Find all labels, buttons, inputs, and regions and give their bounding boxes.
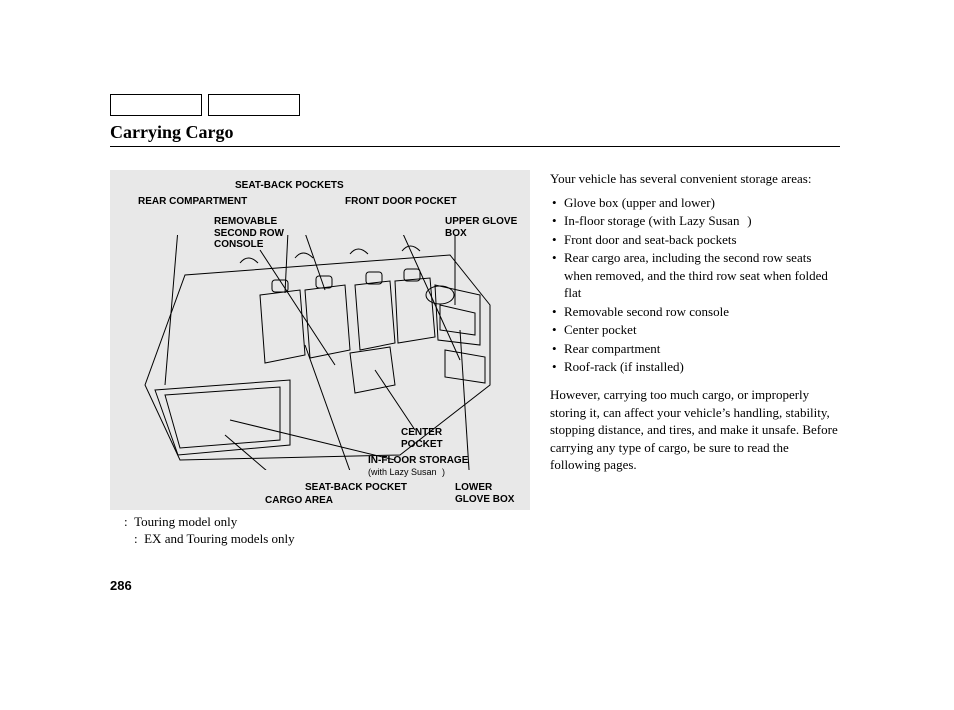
storage-bullet-list: Glove box (upper and lower) In-floor sto… xyxy=(550,194,840,376)
cargo-diagram: SEAT-BACK POCKETS REAR COMPARTMENT FRONT… xyxy=(110,170,530,510)
label-front-door-pocket: FRONT DOOR POCKET xyxy=(345,196,457,208)
intro-text: Your vehicle has several convenient stor… xyxy=(550,170,840,188)
caption-line-1: : Touring model only xyxy=(110,514,530,531)
label-cargo-area: CARGO AREA xyxy=(265,495,333,507)
page-number: 286 xyxy=(110,578,132,593)
content: SEAT-BACK POCKETS REAR COMPARTMENT FRONT… xyxy=(110,170,840,548)
list-item: Center pocket xyxy=(550,321,840,339)
interior-sketch xyxy=(140,235,500,470)
list-item: Front door and seat-back pockets xyxy=(550,231,840,249)
warning-paragraph: However, carrying too much cargo, or imp… xyxy=(550,386,840,474)
caption-line-2: : EX and Touring models only xyxy=(110,531,530,548)
text-column: Your vehicle has several convenient stor… xyxy=(550,170,840,548)
diagram-column: SEAT-BACK POCKETS REAR COMPARTMENT FRONT… xyxy=(110,170,530,548)
list-item: Rear compartment xyxy=(550,340,840,358)
list-item: Roof-rack (if installed) xyxy=(550,358,840,376)
label-seat-back-pocket: SEAT-BACK POCKET xyxy=(305,482,407,494)
header-tabs xyxy=(110,94,300,116)
tab-box xyxy=(110,94,202,116)
page: Carrying Cargo SEAT-BACK POCKETS REAR CO… xyxy=(0,0,954,710)
list-item: Removable second row console xyxy=(550,303,840,321)
label-rear-compartment: REAR COMPARTMENT xyxy=(138,196,247,208)
diagram-caption: : Touring model only : EX and Touring mo… xyxy=(110,514,530,548)
title-rule xyxy=(110,146,840,147)
page-title: Carrying Cargo xyxy=(110,122,233,143)
list-item: Rear cargo area, including the second ro… xyxy=(550,249,840,302)
list-item: Glove box (upper and lower) xyxy=(550,194,840,212)
tab-box xyxy=(208,94,300,116)
label-seat-back-pockets: SEAT-BACK POCKETS xyxy=(235,180,344,192)
list-item: In-floor storage (with Lazy Susan ) xyxy=(550,212,840,230)
label-lower-glove-box: LOWER GLOVE BOX xyxy=(455,482,514,505)
